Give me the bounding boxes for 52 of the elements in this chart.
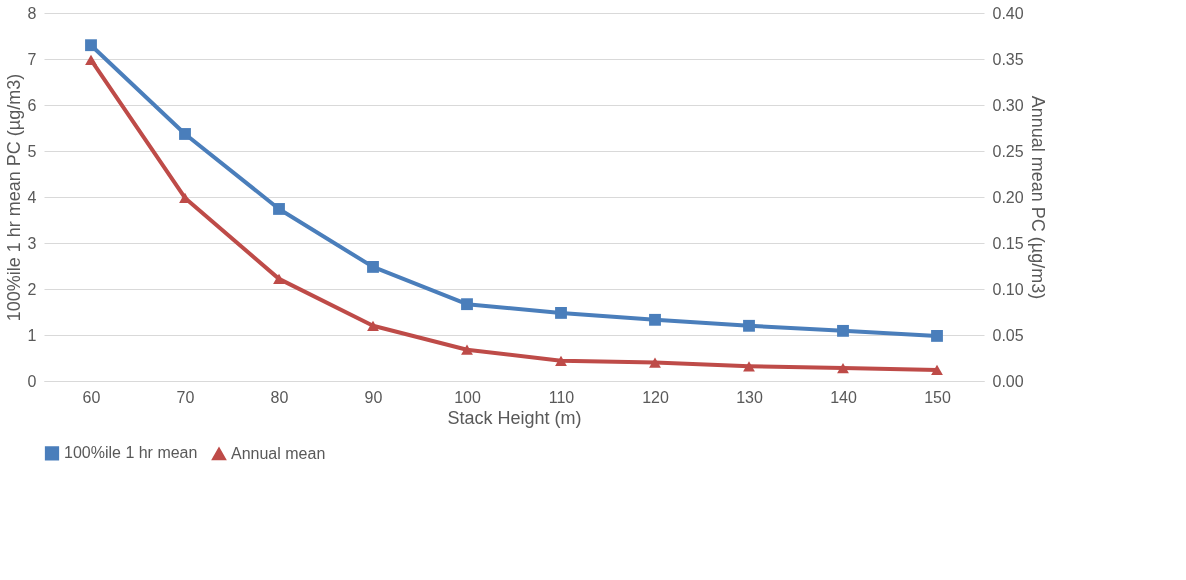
point xyxy=(649,313,661,326)
y-tick-label: 3 xyxy=(27,234,37,252)
y2-tick-label: 0.35 xyxy=(992,50,1024,68)
y2-axis-title: Annual mean PC (µg/m3) xyxy=(1027,95,1048,300)
legend-label: Annual mean xyxy=(231,444,326,462)
y2-tick-label: 0.05 xyxy=(992,326,1024,344)
y2-tick-label: 0.25 xyxy=(992,142,1024,160)
x-tick-label: 140 xyxy=(830,388,857,406)
legend-label: 100%ile 1 hr mean xyxy=(64,444,198,462)
point xyxy=(555,355,567,366)
y-axis-title: 100%ile 1 hr mean PC (µg/m3) xyxy=(3,73,24,322)
y-tick-label: 7 xyxy=(27,50,37,68)
point xyxy=(461,344,473,355)
point xyxy=(85,39,97,52)
x-tick-label: 110 xyxy=(548,388,575,406)
y-tick-label: 1 xyxy=(27,326,37,344)
y2-tick-label: 0.20 xyxy=(992,188,1024,206)
x-tick-label: 100 xyxy=(454,388,481,406)
point xyxy=(273,273,285,284)
point xyxy=(85,54,97,66)
point xyxy=(367,261,379,273)
point xyxy=(461,298,473,311)
point xyxy=(555,307,567,319)
point xyxy=(931,330,943,342)
x-axis-title: Stack Height (m) xyxy=(447,407,582,428)
x-tick-label: 120 xyxy=(642,388,669,406)
y-tick-label: 4 xyxy=(27,188,37,206)
point xyxy=(743,361,755,372)
point xyxy=(367,320,379,331)
point xyxy=(837,324,849,337)
y2-tick-label: 0.10 xyxy=(992,280,1024,298)
x-tick-label: 150 xyxy=(924,388,951,406)
y2-tick-label: 0.00 xyxy=(992,372,1024,390)
y-tick-label: 5 xyxy=(27,142,37,160)
y2-tick-label: 0.30 xyxy=(992,96,1024,114)
x-tick-label: 90 xyxy=(364,388,383,406)
point xyxy=(837,363,849,374)
point xyxy=(931,364,943,376)
x-tick-label: 60 xyxy=(82,388,101,406)
y2-tick-label: 0.15 xyxy=(992,234,1024,252)
point xyxy=(743,319,755,332)
y-tick-label: 0 xyxy=(27,372,37,390)
y2-tick-label: 0.40 xyxy=(992,4,1024,22)
x-tick-label: 80 xyxy=(270,388,289,406)
x-tick-label: 130 xyxy=(736,388,763,406)
point xyxy=(179,128,191,140)
point xyxy=(273,203,285,215)
x-tick-label: 70 xyxy=(176,388,195,406)
y-tick-label: 2 xyxy=(27,280,37,298)
y-tick-label: 8 xyxy=(27,4,37,22)
y-tick-label: 6 xyxy=(27,96,37,114)
point xyxy=(649,357,661,368)
